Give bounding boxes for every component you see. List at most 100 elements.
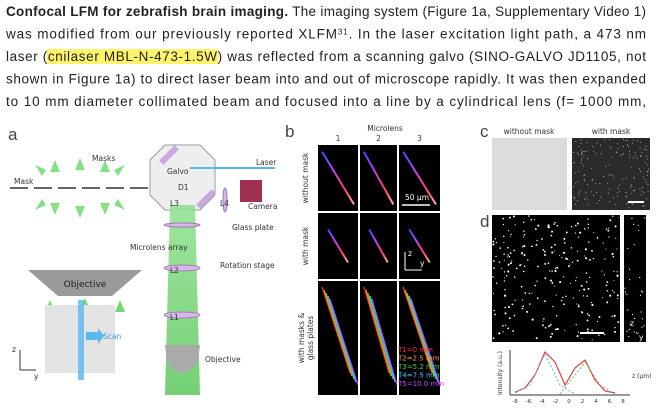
speckle — [503, 253, 505, 255]
speckle — [588, 314, 591, 317]
speckle — [612, 174, 614, 176]
text-line: laser (cnilaser MBL-N-473-1.5W) was refl… — [6, 49, 646, 64]
speckle — [617, 143, 619, 145]
speckle — [586, 142, 588, 144]
speckle — [643, 205, 645, 207]
speckle — [563, 242, 566, 244]
speckle — [616, 294, 619, 297]
speckle — [511, 260, 513, 262]
psf-line — [321, 151, 355, 205]
speckle — [521, 246, 524, 248]
speckle — [605, 165, 607, 167]
speckle — [598, 334, 600, 336]
speckle — [646, 149, 648, 151]
row-label: with mask — [301, 226, 310, 265]
speckle — [543, 254, 546, 257]
speckle — [550, 246, 553, 249]
speckle — [613, 314, 616, 317]
speckle — [603, 274, 606, 276]
speckle — [639, 141, 641, 143]
psf-line — [323, 289, 353, 377]
speckle — [508, 216, 511, 219]
speckle — [504, 306, 507, 309]
speckle — [507, 230, 510, 232]
speckle — [587, 287, 590, 290]
speckle — [581, 153, 583, 155]
speckle — [508, 255, 511, 258]
speckle — [509, 236, 511, 238]
speckle — [560, 299, 563, 302]
speckle — [628, 146, 630, 148]
speckle — [578, 289, 581, 291]
image-tile — [399, 281, 440, 395]
speckle — [609, 139, 611, 141]
label: L3 — [170, 199, 179, 208]
speckle — [604, 258, 606, 260]
speckle — [639, 155, 641, 157]
tick-label: -8 — [512, 399, 518, 405]
speckle — [503, 271, 506, 273]
speckle — [495, 282, 498, 284]
text-run: . In the laser excitation light path, a … — [349, 27, 646, 42]
column-label: 3 — [417, 134, 422, 143]
speckle — [624, 291, 627, 293]
speckle — [581, 337, 583, 339]
speckle — [591, 191, 593, 193]
speckle — [576, 303, 578, 305]
speckle — [585, 257, 588, 260]
speckle — [593, 232, 595, 234]
speckle — [626, 203, 628, 205]
speckle — [553, 250, 555, 252]
speckle — [586, 328, 589, 331]
speckle — [607, 281, 609, 284]
legend-entry: T4=7.5 mm — [397, 372, 440, 380]
speckle — [565, 295, 567, 297]
speckle — [618, 184, 620, 186]
speckle — [588, 259, 590, 261]
axis-label: y — [420, 259, 425, 268]
speckle — [642, 187, 644, 189]
psf-line — [404, 289, 435, 377]
text-run: Confocal LFM for zebrafish brain imaging… — [6, 4, 288, 19]
speckle — [550, 234, 553, 237]
speckle — [563, 237, 566, 240]
speckle — [611, 315, 613, 318]
speckle — [612, 255, 615, 258]
speckle — [521, 307, 524, 310]
speckle — [587, 330, 589, 333]
speckle — [492, 240, 495, 243]
speckle — [577, 250, 579, 252]
speckle — [578, 192, 580, 194]
speckle — [574, 204, 576, 206]
speckle — [578, 194, 580, 196]
speckle — [583, 175, 585, 177]
speckle — [508, 317, 511, 319]
speckle — [616, 195, 618, 197]
speckle — [503, 294, 507, 297]
speckle — [592, 146, 594, 148]
speckle — [594, 152, 596, 154]
speckle — [543, 250, 546, 253]
speckle — [565, 257, 568, 260]
speckle — [604, 333, 606, 336]
panel-label: d — [480, 212, 489, 231]
speckle — [591, 179, 593, 181]
speckle — [616, 271, 618, 273]
speckle — [620, 155, 622, 157]
speckle — [596, 202, 598, 204]
text-run: was modified from our previously reporte… — [5, 27, 337, 42]
speckle — [608, 236, 610, 238]
speckle — [641, 290, 643, 292]
speckle — [583, 155, 585, 157]
speckle — [523, 265, 526, 268]
speckle — [582, 165, 584, 167]
speckle — [613, 197, 615, 199]
paragraph: Confocal LFM for zebrafish brain imaging… — [5, 4, 646, 109]
speckle — [643, 191, 645, 193]
speckle — [511, 303, 514, 306]
speckle — [493, 267, 495, 269]
speckle — [547, 262, 550, 264]
speckle — [541, 238, 543, 240]
panel-label: c — [480, 122, 489, 141]
